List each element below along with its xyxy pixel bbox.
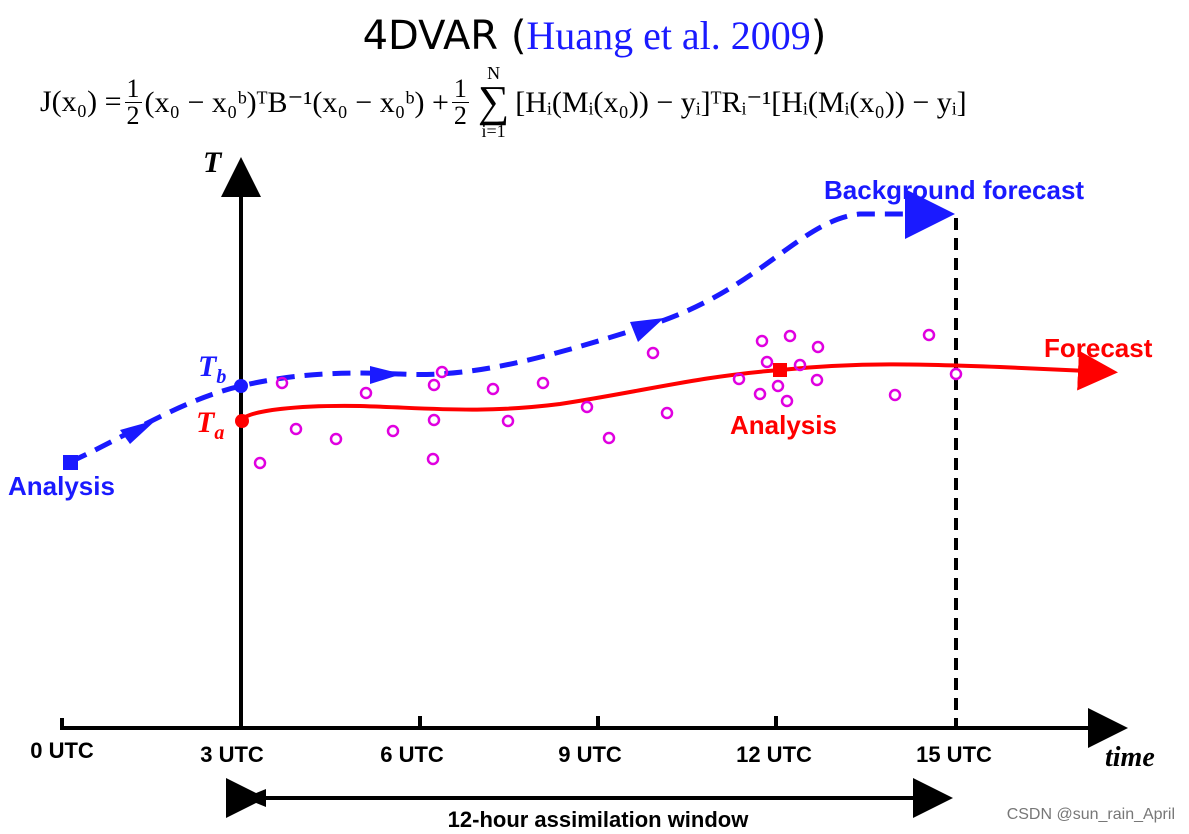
tick-label-6: 6 UTC [380, 742, 444, 767]
forecast-label: Forecast [1044, 333, 1153, 363]
observation [426, 452, 440, 466]
watermark: CSDN @sun_rain_April [1006, 806, 1175, 823]
tick-label-9: 9 UTC [558, 742, 622, 767]
observation [289, 422, 303, 436]
blue-arrow-1 [120, 420, 156, 444]
observation [275, 376, 289, 390]
observation [783, 329, 797, 343]
observation [580, 400, 594, 414]
y-axis-label: T [203, 146, 223, 179]
tb-label: Tb [198, 350, 226, 388]
window-arrow-left-head [244, 789, 266, 807]
observation [753, 387, 767, 401]
observation [888, 388, 902, 402]
observation [359, 386, 373, 400]
observation [771, 379, 785, 393]
observation [435, 365, 449, 379]
observation [732, 372, 746, 386]
observation [253, 456, 267, 470]
observation [660, 406, 674, 420]
analysis-left-label: Analysis [8, 471, 115, 501]
observation [755, 334, 769, 348]
observation [536, 376, 550, 390]
ta-marker [235, 414, 249, 428]
observation [427, 413, 441, 427]
observation [949, 367, 963, 381]
analysis-right-label: Analysis [730, 410, 837, 440]
formula-background-term: (x₀ − x₀ᵇ)ᵀB⁻¹(x₀ − x₀ᵇ) + [144, 85, 449, 119]
tick-label-3: 3 UTC [200, 742, 264, 767]
observation [427, 378, 441, 392]
page-title: 4DVAR (Huang et al. 2009) [362, 13, 827, 59]
observation [602, 431, 616, 445]
citation-link[interactable]: Huang et al. 2009 [526, 13, 811, 58]
observation [329, 432, 343, 446]
observation [501, 414, 515, 428]
observation [486, 382, 500, 396]
analysis-left-marker [63, 455, 78, 470]
observation [793, 358, 807, 372]
tick-label-0: 0 UTC [30, 738, 94, 763]
blue-arrow-2 [370, 366, 402, 384]
tb-marker [234, 379, 248, 393]
summation-symbol: N ∑ i=1 [477, 63, 510, 141]
observations [253, 328, 963, 470]
observation [780, 394, 794, 408]
observation [810, 373, 824, 387]
x-axis-label: time [1105, 742, 1155, 773]
observation [811, 340, 825, 354]
blue-arrow-3 [630, 318, 664, 342]
formula-observation-term: [Hᵢ(Mᵢ(x₀)) − yᵢ]ᵀRᵢ⁻¹[Hᵢ(Mᵢ(x₀)) − yᵢ] [515, 85, 967, 119]
ta-label: Ta [196, 406, 224, 444]
background-forecast-label: Background forecast [824, 175, 1084, 205]
window-label: 12-hour assimilation window [448, 807, 750, 832]
analysis-right-marker [773, 363, 787, 377]
tick-label-12: 12 UTC [736, 742, 812, 767]
tick-label-15: 15 UTC [916, 742, 992, 767]
formula-lhs: J(x₀) = [40, 85, 122, 118]
observation [646, 346, 660, 360]
background-forecast-curve [68, 189, 955, 465]
observation [760, 355, 774, 369]
forecast-curve [239, 350, 1118, 422]
observation [386, 424, 400, 438]
observation [922, 328, 936, 342]
